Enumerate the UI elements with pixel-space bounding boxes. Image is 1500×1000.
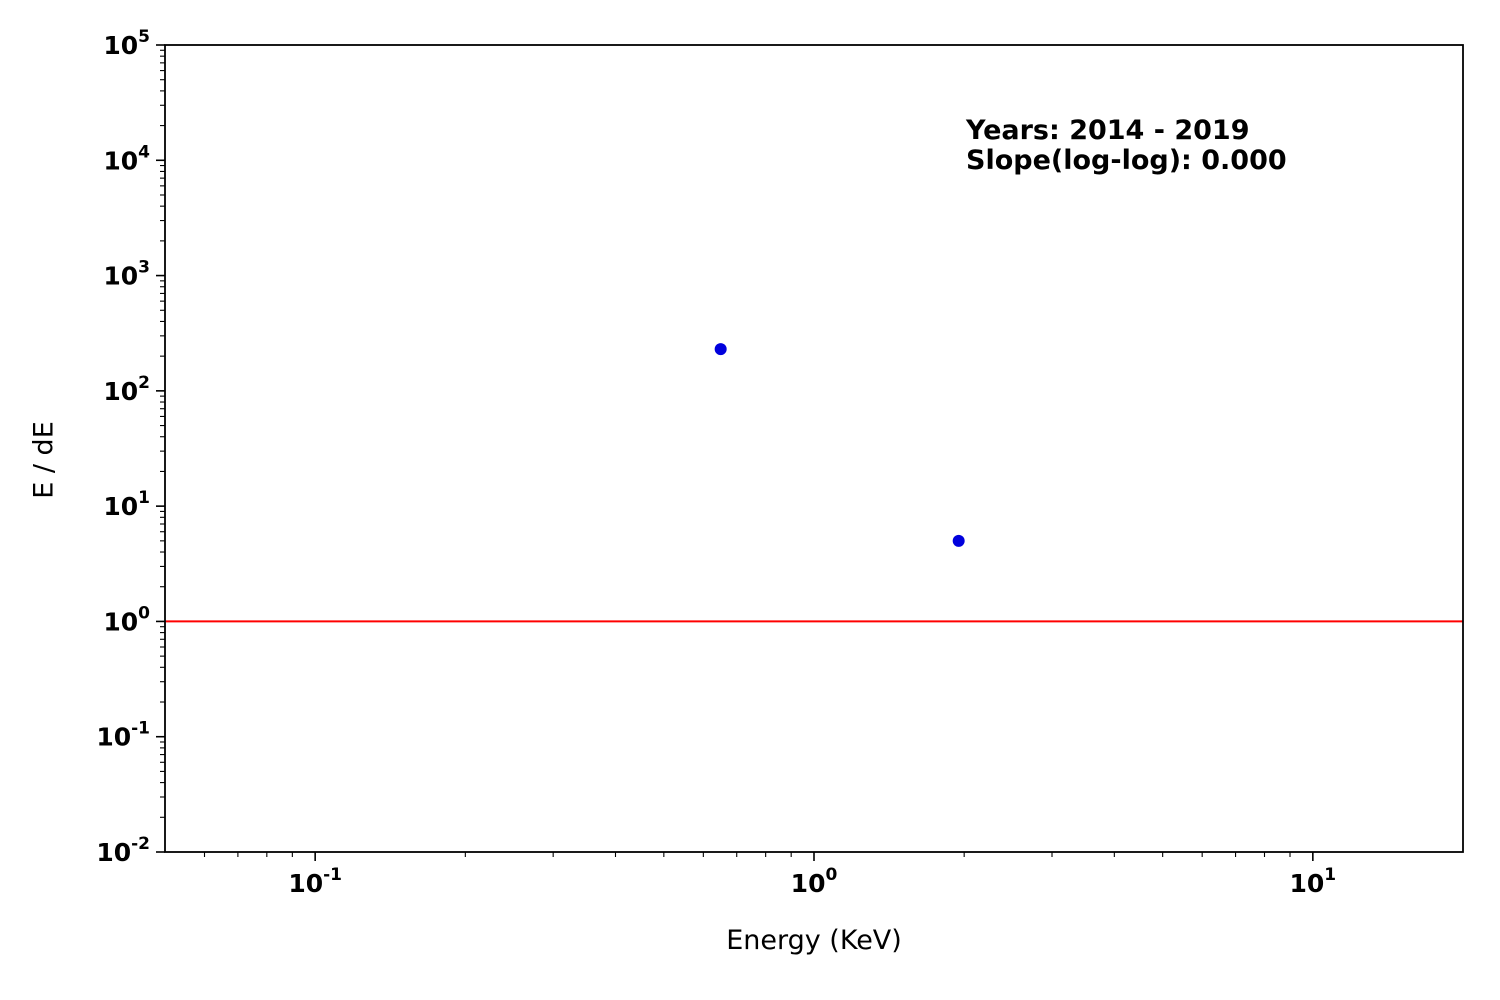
plot-border: [164, 44, 1464, 853]
tick-label: 10-2: [96, 834, 150, 867]
annotation-slope: Slope(log-log): 0.000: [966, 144, 1287, 176]
y-axis-label: E / dE: [28, 421, 60, 499]
tick-label: 101: [1290, 865, 1337, 898]
tick-label: 104: [103, 142, 150, 175]
tick-label: 10-1: [288, 865, 342, 898]
tick-label: 100: [103, 603, 150, 636]
tick-label: 105: [103, 27, 150, 60]
tick-label: 10-1: [96, 719, 150, 752]
tick-label: 102: [103, 373, 150, 406]
data-point: [714, 343, 727, 356]
annotation-block: Years: 2014 - 2019 Slope(log-log): 0.000: [966, 116, 1287, 175]
annotation-years: Years: 2014 - 2019: [966, 115, 1250, 146]
x-axis-label: Energy (KeV): [726, 925, 902, 956]
tick-label: 100: [791, 865, 838, 898]
data-point: [952, 534, 965, 547]
tick-label: 101: [103, 488, 150, 521]
tick-label: 103: [103, 258, 150, 291]
